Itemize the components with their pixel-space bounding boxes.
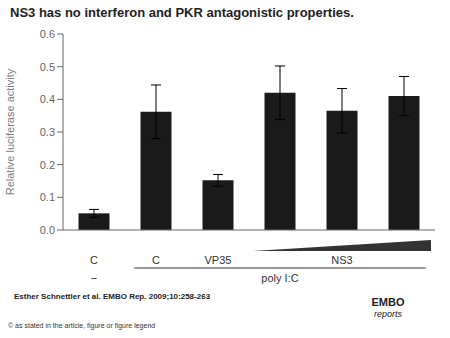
svg-text:C: C — [152, 254, 160, 266]
svg-text:poly I:C: poly I:C — [261, 272, 298, 284]
svg-text:C: C — [90, 254, 98, 266]
svg-text:−: − — [91, 272, 97, 284]
svg-text:0.4: 0.4 — [40, 93, 55, 105]
html-text:Esther Schnettler et al. EMBO: Esther Schnettler et al. EMBO Rep. 2009;… — [14, 292, 211, 301]
svg-text:0.6: 0.6 — [40, 28, 55, 40]
svg-text:0.3: 0.3 — [40, 126, 55, 138]
svg-text:0.5: 0.5 — [40, 61, 55, 73]
svg-text:0.2: 0.2 — [40, 159, 55, 171]
svg-text:NS3: NS3 — [331, 254, 352, 266]
svg-text:0.1: 0.1 — [40, 191, 55, 203]
svg-text:0.0: 0.0 — [40, 224, 55, 236]
html-text:reports: reports — [374, 309, 402, 319]
html-text:NS3 has no interferon and PKR: NS3 has no interferon and PKR antagonist… — [10, 5, 354, 20]
svg-text:VP35: VP35 — [205, 254, 232, 266]
svg-text:Relative luciferase activity: Relative luciferase activity — [8, 68, 16, 195]
html-text:EMBO: EMBO — [371, 296, 405, 308]
html-text:© as stated in the article, fi: © as stated in the article, figure or fi… — [8, 322, 156, 329]
